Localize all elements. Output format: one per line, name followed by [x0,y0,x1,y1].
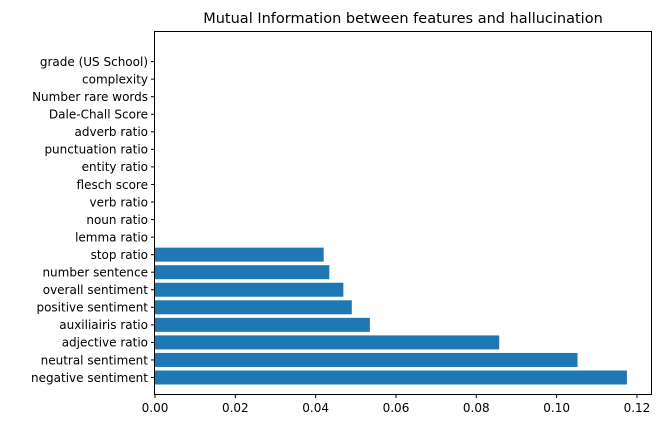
plot-frame [154,31,652,395]
y-tick-label-negative-sentiment: negative sentiment [31,371,148,385]
x-tick-label: 0.12 [624,401,651,415]
bar-negative-sentiment [155,370,627,385]
bar-adjective-ratio [155,335,500,350]
bar-positive-sentiment [155,300,352,315]
y-tick-label-noun-ratio: noun ratio [86,213,148,227]
y-tick-label-auxiliairis-ratio: auxiliairis ratio [59,318,148,332]
y-tick-label-lemma-ratio: lemma ratio [75,230,148,244]
y-tick-label-number-rare-words: Number rare words [32,90,148,104]
x-tick-label: 0.00 [142,401,169,415]
y-tick-label-complexity: complexity [82,72,148,86]
y-tick-label-dale-chall-score: Dale-Chall Score [49,108,148,122]
x-ticks: 0.00 0.02 0.04 0.06 0.08 0.10 0.12 [142,394,651,415]
bar-stop-ratio [155,247,324,262]
bars-group [155,247,627,385]
x-tick-label: 0.10 [543,401,570,415]
bar-neutral-sentiment [155,352,578,367]
x-tick-label: 0.04 [302,401,329,415]
y-tick-label-positive-sentiment: positive sentiment [36,301,148,315]
y-tick-label-stop-ratio: stop ratio [91,248,148,262]
y-tick-label-number-sentence: number sentence [42,266,148,280]
x-tick-label: 0.06 [383,401,410,415]
bar-auxiliairis-ratio [155,317,370,332]
y-tick-label-grade-us-school: grade (US School) [40,55,148,69]
bar-overall-sentiment [155,282,344,297]
chart-title: Mutual Information between features and … [203,11,603,27]
y-tick-label-adverb-ratio: adverb ratio [75,125,149,139]
y-tick-label-adjective-ratio: adjective ratio [62,336,148,350]
y-tick-label-overall-sentiment: overall sentiment [43,283,149,297]
y-tick-labels: negative sentiment neutral sentiment adjec… [31,55,155,385]
x-tick-label: 0.02 [222,401,249,415]
y-tick-label-punctuation-ratio: punctuation ratio [44,143,148,157]
x-tick-label: 0.08 [463,401,490,415]
y-tick-label-flesch-score: flesch score [77,178,148,192]
y-tick-label-verb-ratio: verb ratio [89,195,148,209]
y-tick-label-entity-ratio: entity ratio [82,160,148,174]
y-tick-label-neutral-sentiment: neutral sentiment [41,353,149,367]
bar-number-sentence [155,265,330,280]
